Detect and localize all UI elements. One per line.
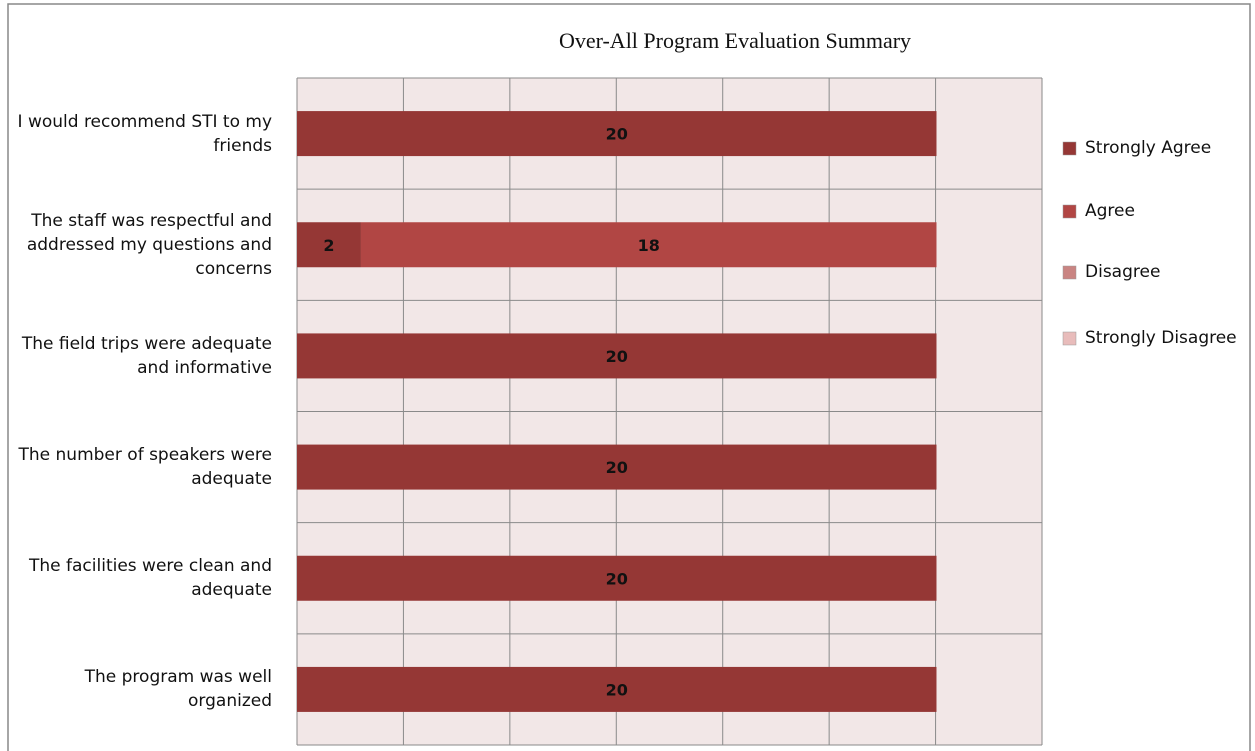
data-label: 20 [606,680,628,699]
data-label: 20 [606,347,628,366]
legend-swatch [1062,265,1077,280]
bar-segment [297,222,361,268]
chart-title: Over-All Program Evaluation Summary [558,28,912,53]
bar-segment [297,666,937,712]
y-tick-label: The field trips were adequate and inform… [21,333,272,378]
bar-segment [297,111,937,157]
y-tick-label: The staff was respectful and addressed m… [26,210,272,279]
data-label: 20 [606,569,628,588]
bar-segment [360,222,937,268]
bar-segment [297,333,937,379]
y-tick-label: I would recommend STI to my friends [17,111,272,156]
bar-segment [297,444,937,490]
legend-label: Disagree [1085,262,1161,282]
chart-frame [7,3,1251,751]
legend-swatch [1062,141,1077,156]
legend-label: Strongly Agree [1085,138,1212,158]
legend-swatch [1062,331,1077,346]
data-label: 20 [606,458,628,477]
data-label: 2 [323,236,334,255]
legend-label: Agree [1085,201,1135,221]
y-tick-label: The facilities were clean and adequate [29,556,272,601]
legend-swatch [1062,204,1077,219]
y-tick-label: The number of speakers were adequate [18,445,272,490]
bar-segment [297,555,937,601]
data-label: 18 [638,236,660,255]
legend-label: Strongly Disagree [1085,328,1237,348]
y-tick-label: The program was well organized [84,667,272,712]
data-label: 20 [606,125,628,144]
